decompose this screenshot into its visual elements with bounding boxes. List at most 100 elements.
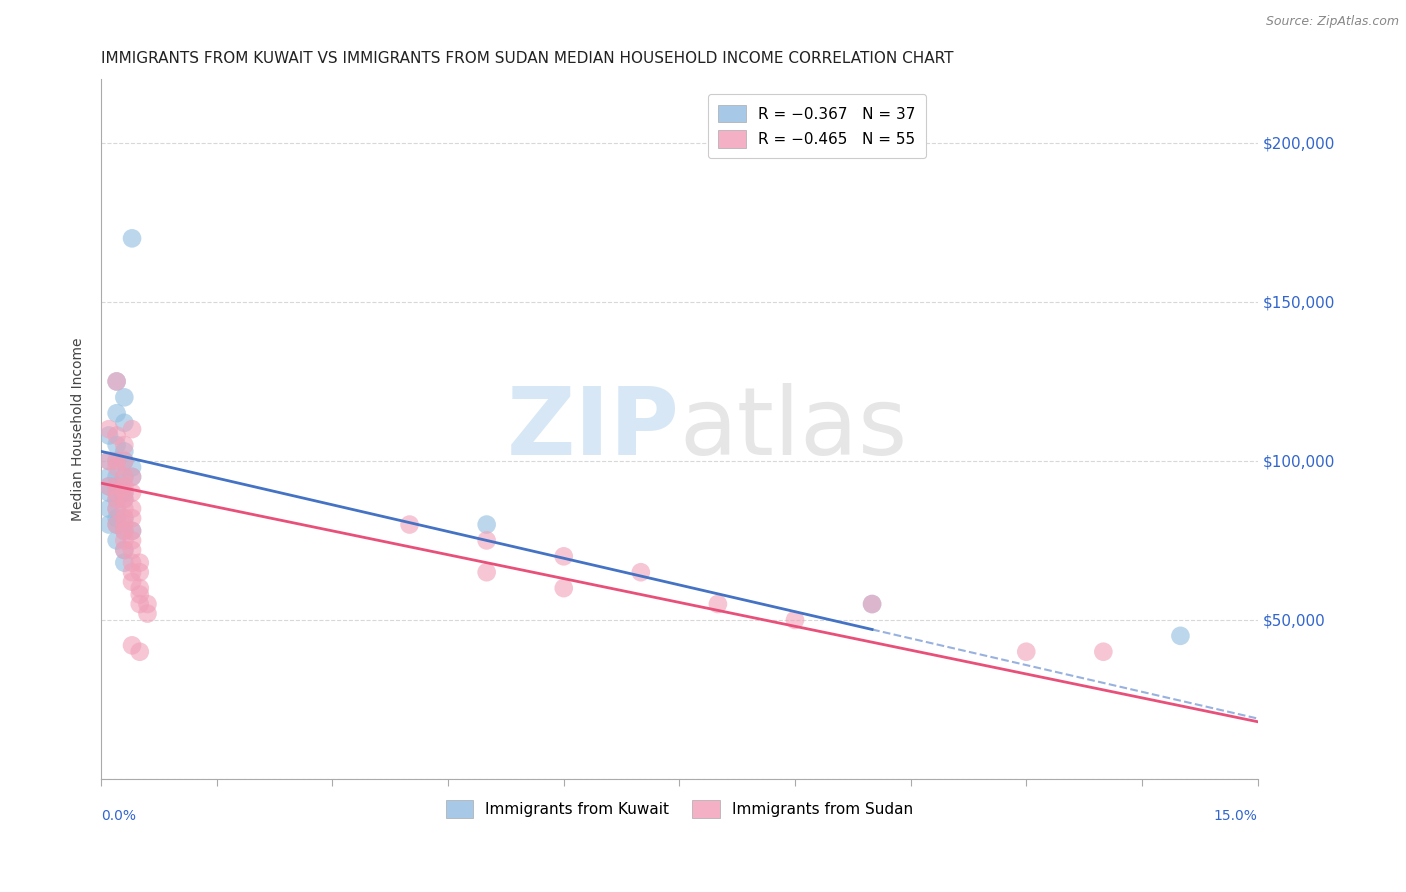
Point [97,428,120,442]
Point [128,587,150,601]
Point [128,645,150,659]
Point [121,460,143,475]
Point [112,470,135,484]
Point [97,454,120,468]
Point [398,517,420,532]
Point [128,556,150,570]
Point [121,501,143,516]
Point [105,375,128,389]
Point [105,406,128,420]
Point [105,533,128,548]
Point [112,501,135,516]
Point [136,607,159,621]
Point [97,470,120,484]
Point [1170,629,1192,643]
Point [112,485,135,500]
Point [105,501,128,516]
Text: ZIP: ZIP [506,384,679,475]
Point [783,613,806,627]
Point [121,533,143,548]
Point [97,479,120,493]
Text: IMMIGRANTS FROM KUWAIT VS IMMIGRANTS FROM SUDAN MEDIAN HOUSEHOLD INCOME CORRELAT: IMMIGRANTS FROM KUWAIT VS IMMIGRANTS FRO… [101,51,953,66]
Point [121,485,143,500]
Point [553,549,575,564]
Point [128,566,150,580]
Point [105,428,128,442]
Point [105,438,128,452]
Point [128,581,150,595]
Point [105,517,128,532]
Point [105,454,128,468]
Point [707,597,730,611]
Point [121,543,143,558]
Legend: Immigrants from Kuwait, Immigrants from Sudan: Immigrants from Kuwait, Immigrants from … [440,794,920,823]
Point [112,543,135,558]
Point [105,492,128,507]
Point [475,533,498,548]
Point [97,479,120,493]
Text: atlas: atlas [679,384,908,475]
Point [136,597,159,611]
Point [105,375,128,389]
Point [112,454,135,468]
Point [112,492,135,507]
Point [105,511,128,525]
Point [121,470,143,484]
Text: 15.0%: 15.0% [1213,809,1257,823]
Point [112,511,135,525]
Point [105,501,128,516]
Point [121,639,143,653]
Point [112,454,135,468]
Y-axis label: Median Household Income: Median Household Income [72,337,86,521]
Point [553,581,575,595]
Text: 0.0%: 0.0% [101,809,136,823]
Point [105,454,128,468]
Point [112,511,135,525]
Point [112,533,135,548]
Point [112,543,135,558]
Point [112,524,135,538]
Point [121,231,143,245]
Point [112,524,135,538]
Point [121,511,143,525]
Point [1015,645,1038,659]
Point [105,517,128,532]
Point [121,574,143,589]
Point [630,566,652,580]
Point [112,390,135,404]
Point [112,517,135,532]
Point [112,485,135,500]
Point [112,416,135,430]
Point [121,422,143,436]
Point [860,597,883,611]
Point [1092,645,1115,659]
Point [112,444,135,458]
Point [112,556,135,570]
Point [112,492,135,507]
Point [121,470,143,484]
Point [105,485,128,500]
Point [121,566,143,580]
Point [128,597,150,611]
Point [475,566,498,580]
Point [97,517,120,532]
Point [105,460,128,475]
Point [97,454,120,468]
Text: Source: ZipAtlas.com: Source: ZipAtlas.com [1265,15,1399,28]
Point [105,479,128,493]
Point [97,422,120,436]
Point [97,485,120,500]
Point [97,501,120,516]
Point [105,492,128,507]
Point [105,479,128,493]
Point [105,485,128,500]
Point [112,438,135,452]
Point [860,597,883,611]
Point [105,470,128,484]
Point [121,524,143,538]
Point [475,517,498,532]
Point [121,556,143,570]
Point [112,479,135,493]
Point [121,524,143,538]
Point [112,470,135,484]
